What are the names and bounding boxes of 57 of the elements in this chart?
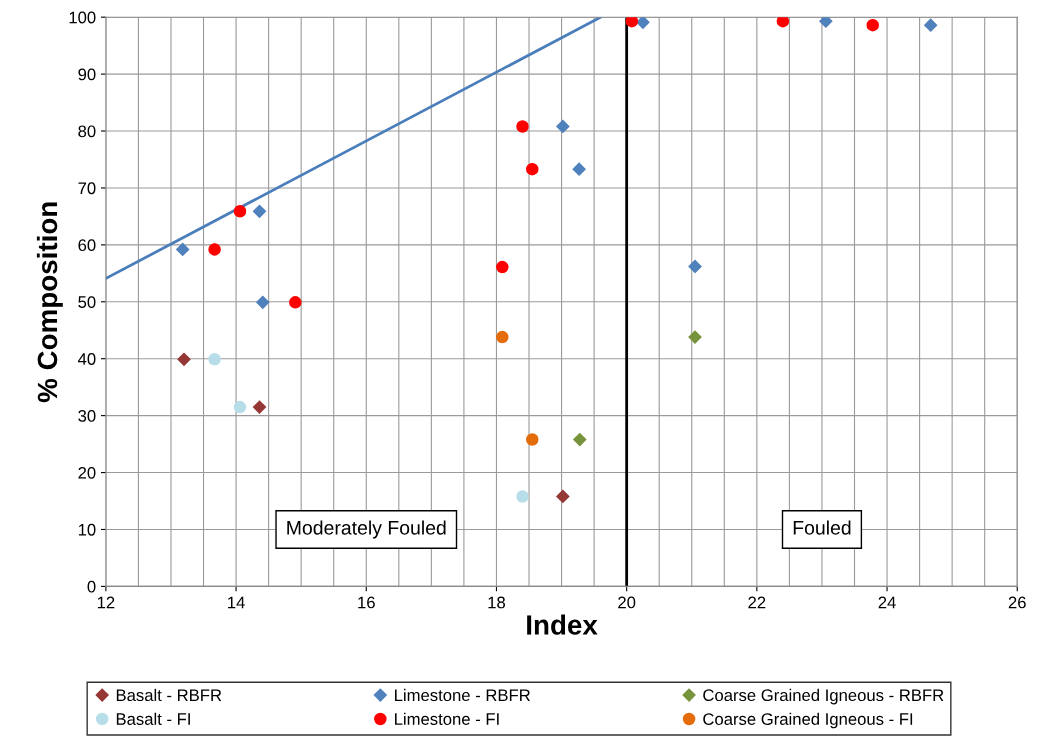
- x-axis-title: Index: [527, 614, 598, 635]
- point: [208, 353, 221, 366]
- x-tick-label: 18: [488, 596, 506, 609]
- y-tick-label: 50: [78, 296, 96, 308]
- y-tick-label: 80: [78, 125, 96, 138]
- point: [496, 330, 509, 344]
- y-tick-label: 40: [78, 353, 96, 365]
- point: [556, 489, 570, 504]
- point: [233, 400, 247, 414]
- x-tick-label: 20: [618, 596, 636, 609]
- point: [289, 296, 302, 309]
- point: [573, 432, 587, 447]
- point: [625, 17, 639, 28]
- y-tick-label: 100: [69, 11, 96, 24]
- point: [556, 119, 570, 134]
- legend-label: Basalt - FI: [116, 712, 190, 725]
- point: [252, 400, 267, 414]
- point: [177, 352, 191, 366]
- y-tick-label: 0: [87, 580, 96, 593]
- annotation: Moderately Fouled: [287, 520, 446, 539]
- annotation: Fouled: [793, 520, 851, 535]
- y-tick-label: 30: [78, 410, 96, 422]
- legend-label: Limestone - FI: [395, 712, 499, 725]
- point: [208, 243, 221, 256]
- y-tick-label: 20: [78, 466, 96, 479]
- legend-label: Basalt - RBFR: [116, 688, 222, 702]
- y-tick-label: 90: [78, 68, 96, 81]
- point: [572, 162, 586, 176]
- legend-label: Coarse Grained Igneous - FI: [703, 712, 913, 729]
- y-tick-label: 10: [78, 523, 96, 536]
- point: [776, 17, 790, 28]
- legend-label: Limestone - RBFR: [395, 688, 530, 702]
- point: [256, 295, 270, 309]
- x-tick-label: 24: [878, 596, 896, 609]
- point: [496, 260, 509, 274]
- x-tick-label: 14: [228, 596, 245, 609]
- point: [526, 433, 539, 446]
- point: [516, 120, 529, 133]
- y-tick-label: 60: [78, 239, 96, 252]
- x-tick-label: 22: [748, 596, 766, 609]
- y-tick-label: 70: [78, 182, 96, 195]
- point: [819, 17, 833, 28]
- point: [688, 330, 702, 344]
- point: [526, 162, 539, 176]
- x-tick-label: 12: [97, 596, 115, 609]
- point: [516, 490, 529, 503]
- point: [233, 205, 247, 218]
- y-axis-title: % Composition: [36, 202, 63, 403]
- point: [866, 18, 879, 32]
- point: [176, 242, 190, 257]
- point: [636, 17, 650, 29]
- x-tick-label: 26: [1008, 596, 1026, 609]
- point: [688, 259, 702, 274]
- legend-label: Coarse Grained Igneous - RBFR: [703, 688, 944, 705]
- point: [252, 204, 267, 218]
- point: [924, 18, 938, 32]
- x-tick-label: 16: [358, 596, 375, 609]
